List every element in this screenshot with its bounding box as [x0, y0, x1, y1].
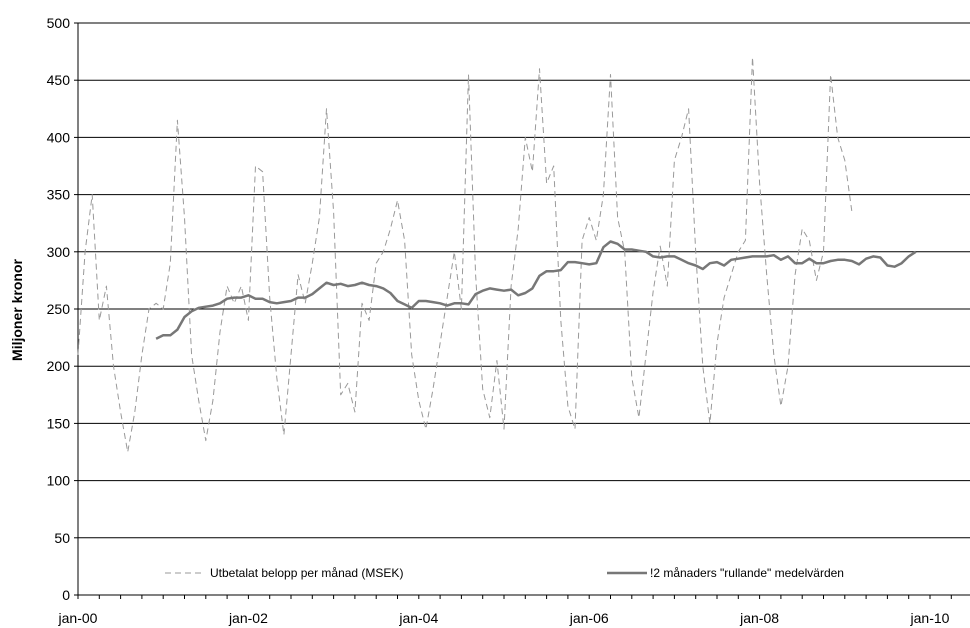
legend-label-rolling-average: !2 månaders "rullande" medelvärden	[650, 566, 844, 580]
y-tick-label: 100	[47, 473, 71, 489]
x-axis-tick-labels: jan-00 jan-02 jan-04 jan-06 jan-08 jan-10	[58, 595, 952, 626]
x-tick-label: jan-06	[569, 610, 609, 626]
y-tick-label: 50	[54, 530, 70, 546]
y-axis-title: Miljoner kronor	[9, 259, 25, 361]
y-tick-label: 500	[47, 15, 71, 31]
y-axis-tick-labels: 0 50 100 150 200 250 300 350 400 450 500	[47, 15, 78, 603]
x-tick-label: jan-00	[58, 610, 98, 626]
y-tick-label: 300	[47, 244, 71, 260]
y-tick-label: 350	[47, 187, 71, 203]
legend-label-monthly: Utbetalat belopp per månad (MSEK)	[210, 566, 403, 580]
x-tick-label: jan-04	[398, 610, 438, 626]
y-tick-label: 250	[47, 301, 71, 317]
x-tick-label: jan-08	[739, 610, 779, 626]
y-tick-label: 450	[47, 72, 71, 88]
x-tick-label: jan-02	[228, 610, 268, 626]
axes	[77, 23, 970, 596]
x-tick-label: jan-10	[910, 610, 950, 626]
series-line-monthly	[77, 56, 853, 453]
gridlines	[78, 22, 970, 539]
series-layer	[77, 56, 917, 453]
y-tick-label: 0	[62, 587, 70, 603]
series-line-rolling-average	[155, 240, 917, 340]
legend: Utbetalat belopp per månad (MSEK) !2 mån…	[165, 566, 844, 580]
y-tick-label: 200	[47, 358, 71, 374]
y-tick-label: 400	[47, 129, 71, 145]
y-tick-label: 150	[47, 415, 71, 431]
